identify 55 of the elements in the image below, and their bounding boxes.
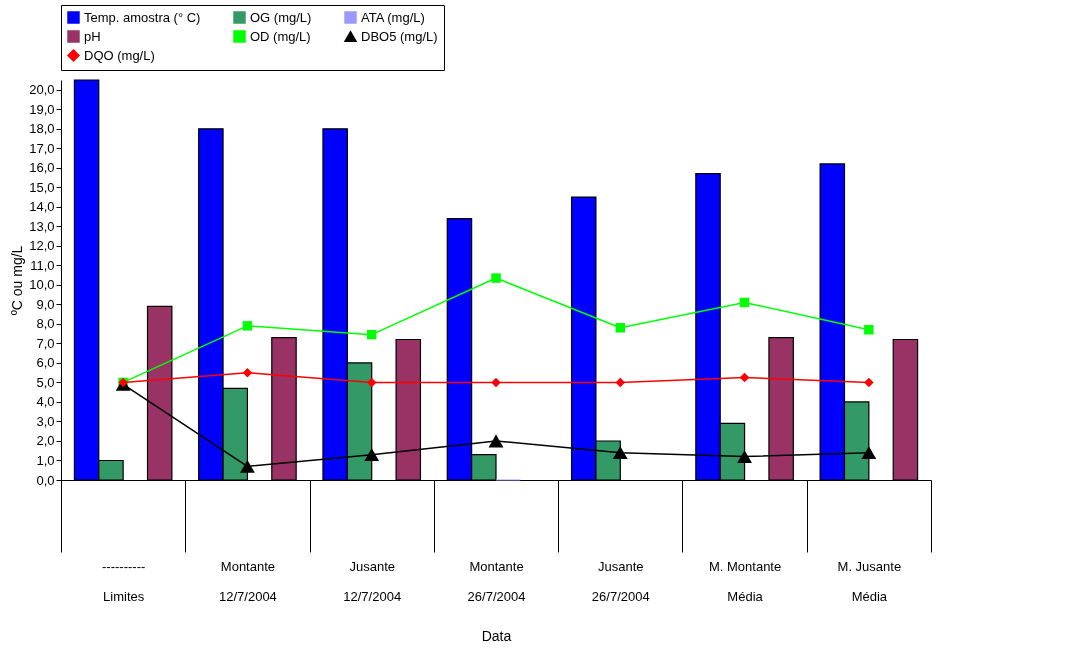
y-tick-label: 11,0 bbox=[30, 257, 55, 273]
point bbox=[242, 321, 253, 331]
x-tick-label: Jusante 26/7/2004 bbox=[591, 558, 650, 604]
legend-label: pH bbox=[84, 28, 101, 44]
point bbox=[366, 377, 377, 388]
y-tick-label: 19,0 bbox=[29, 101, 55, 117]
point bbox=[242, 367, 253, 378]
y-tick-label: 7,0 bbox=[36, 335, 55, 351]
legend-label: ATA (mg/L) bbox=[361, 9, 425, 25]
legend-label: OD (mg/L) bbox=[250, 28, 311, 44]
point bbox=[864, 377, 874, 388]
x-tick-label: ---------- Limites bbox=[101, 558, 146, 604]
y-tick-label: 13,0 bbox=[29, 218, 55, 234]
y-tick-label: 2,0 bbox=[36, 433, 55, 449]
point bbox=[364, 448, 380, 462]
point bbox=[861, 446, 877, 460]
y-tick-label: 12,0 bbox=[29, 238, 55, 254]
y-tick-label: 17,0 bbox=[29, 140, 55, 156]
y-tick-label: 20,0 bbox=[29, 82, 55, 98]
point bbox=[615, 323, 626, 333]
x-tick-label: Montante 26/7/2004 bbox=[467, 558, 526, 604]
y-tick-label: 18,0 bbox=[29, 121, 55, 137]
legend-label: OG (mg/L) bbox=[250, 9, 312, 25]
y-tick-label: 14,0 bbox=[29, 199, 55, 215]
point bbox=[491, 273, 501, 283]
point bbox=[491, 377, 501, 388]
x-axis-title: Data bbox=[481, 627, 512, 644]
y-tick-label: 10,0 bbox=[29, 277, 55, 293]
legend-label: DBO5 (mg/L) bbox=[361, 28, 438, 44]
legend-label: DQO (mg/L) bbox=[84, 47, 155, 63]
point bbox=[366, 329, 377, 340]
point bbox=[615, 377, 626, 388]
x-tick-label: Montante 12/7/2004 bbox=[219, 558, 277, 604]
y-tick-label: 5,0 bbox=[36, 374, 55, 390]
x-tick-label: M. Jusante Média bbox=[837, 558, 902, 604]
point bbox=[737, 450, 752, 464]
point bbox=[864, 325, 874, 335]
point bbox=[240, 459, 255, 473]
y-axis-title: ºC ou mg/L bbox=[9, 245, 26, 316]
x-tick-label: M. Montante Média bbox=[708, 558, 782, 604]
y-tick-label: 4,0 bbox=[36, 394, 55, 410]
y-tick-label: 16,0 bbox=[29, 160, 55, 176]
y-tick-label: 1,0 bbox=[36, 452, 55, 468]
legend-label: Temp. amostra (° C) bbox=[84, 9, 201, 25]
x-tick-label: Jusante 12/7/2004 bbox=[343, 558, 402, 604]
point bbox=[739, 297, 750, 308]
y-tick-label: 15,0 bbox=[29, 179, 55, 195]
y-tick-label: 8,0 bbox=[36, 316, 55, 332]
point bbox=[488, 434, 504, 448]
point bbox=[612, 446, 628, 460]
y-tick-label: 6,0 bbox=[36, 355, 55, 371]
y-tick-label: 9,0 bbox=[36, 296, 55, 312]
point bbox=[739, 372, 750, 383]
y-tick-label: 0,0 bbox=[36, 472, 55, 488]
y-tick-label: 3,0 bbox=[36, 413, 55, 429]
